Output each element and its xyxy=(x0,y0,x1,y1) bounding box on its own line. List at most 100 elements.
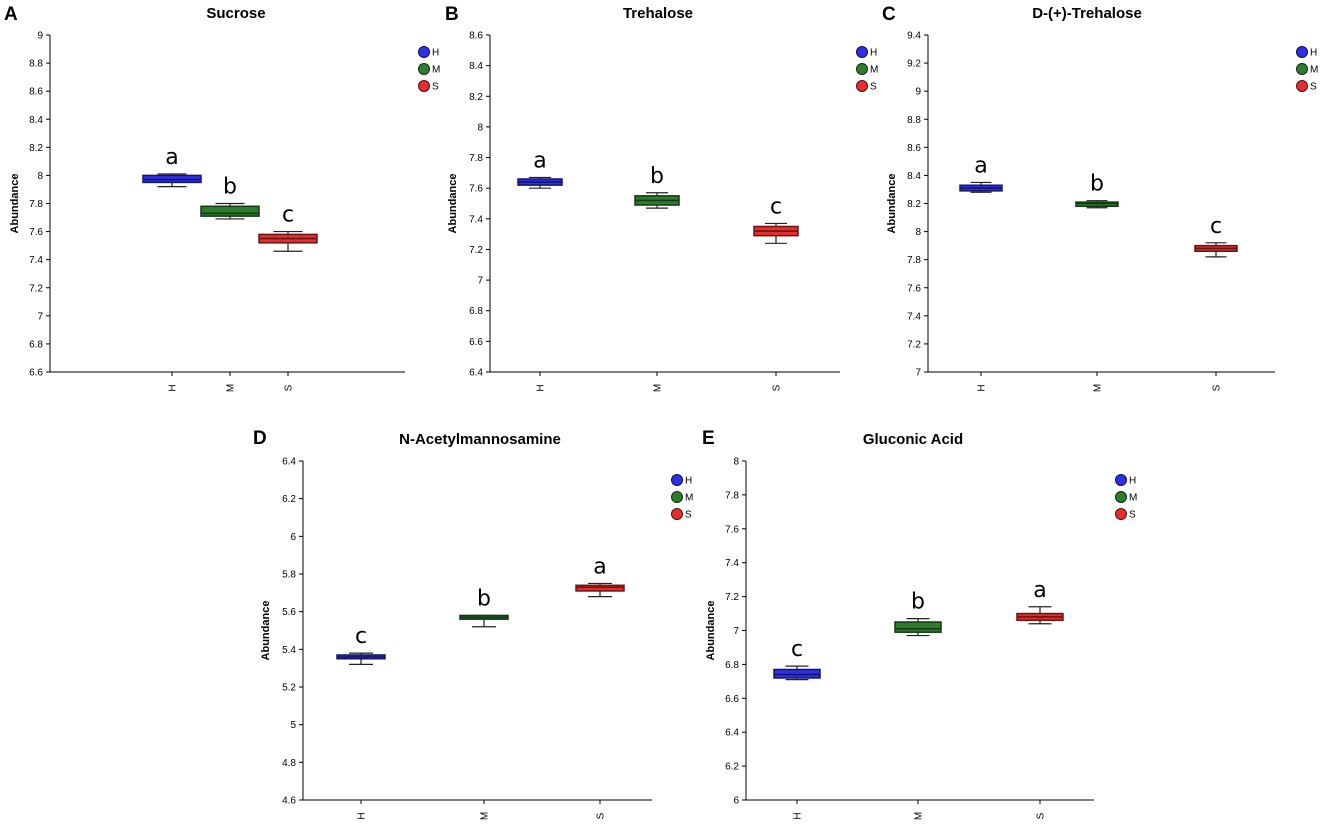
x-tick-label-m: M xyxy=(480,812,491,820)
y-tick-label: 7.6 xyxy=(725,524,739,535)
significance-label: b xyxy=(1090,172,1104,197)
y-tick-label: 7 xyxy=(915,368,921,379)
y-tick-label: 8 xyxy=(915,227,921,238)
box-s xyxy=(1016,606,1064,625)
box-m xyxy=(200,202,260,220)
y-tick-label: 6 xyxy=(290,532,296,543)
panel-d: D N-Acetylmannosamine Abundance 4.6 4.8 5 5.2 5… xyxy=(253,428,693,820)
y-tick-label: 4.6 xyxy=(282,796,296,807)
chart-title: Sucrose xyxy=(206,5,265,22)
y-tick-label: 9.2 xyxy=(907,59,921,70)
y-tick-label: 5.2 xyxy=(282,683,296,694)
y-tick-label: 6.8 xyxy=(29,339,43,350)
box-h xyxy=(773,665,821,681)
panel-letter: A xyxy=(4,4,18,25)
legend-marker-m xyxy=(856,63,868,75)
y-tick-label: 7.2 xyxy=(907,339,921,350)
y-tick-label: 6.8 xyxy=(469,306,483,317)
y-tick-label: 8 xyxy=(477,122,483,133)
y-axis-label: Abundance xyxy=(705,601,717,661)
legend-label-h: H xyxy=(1310,48,1317,59)
significance-label: a xyxy=(593,554,606,579)
x-tick-label-m: M xyxy=(226,384,237,392)
significance-label: c xyxy=(791,637,803,662)
y-tick-label: 6.6 xyxy=(725,694,739,705)
x-tick-label-h: H xyxy=(793,812,804,819)
x-tick-label-s: S xyxy=(772,384,783,391)
legend: HMS xyxy=(418,46,440,93)
y-tick-label: 8 xyxy=(733,457,739,468)
significance-label: a xyxy=(974,153,987,178)
y-tick-label: 5.8 xyxy=(282,570,296,581)
x-tick-label-m: M xyxy=(653,384,664,392)
legend-marker-s xyxy=(1296,80,1308,92)
y-tick-label: 7.6 xyxy=(469,184,483,195)
legend-label-s: S xyxy=(1129,510,1136,521)
y-tick-label: 7 xyxy=(37,311,43,322)
chart-title: D-(+)-Trehalose xyxy=(1032,5,1142,22)
y-tick-label: 6.4 xyxy=(725,728,739,739)
box-m xyxy=(634,192,680,209)
panel-letter: C xyxy=(882,4,896,25)
y-tick-label: 9 xyxy=(915,87,921,98)
y-tick-label: 7.4 xyxy=(469,214,483,225)
x-tick-label-m: M xyxy=(1093,384,1104,392)
significance-label: a xyxy=(533,148,546,173)
legend-marker-h xyxy=(1115,474,1127,486)
y-tick-label: 6.2 xyxy=(725,762,739,773)
panel-c: C D-(+)-Trehalose Abundance 7 7.2 7.4 7.6 7.8 8 8… xyxy=(882,4,1318,392)
y-tick-label: 7.6 xyxy=(29,227,43,238)
legend-marker-m xyxy=(1115,491,1127,503)
y-tick-label: 7.8 xyxy=(907,255,921,266)
significance-label: b xyxy=(223,175,237,200)
legend-label-s: S xyxy=(432,82,439,93)
legend: HMS xyxy=(856,46,878,93)
significance-label: a xyxy=(1033,578,1046,603)
box-s xyxy=(575,582,625,598)
box-s xyxy=(258,230,318,252)
legend: HMS xyxy=(1296,46,1318,93)
chart-title: Trehalose xyxy=(623,5,693,22)
x-tick-label-h: H xyxy=(977,384,988,391)
legend-marker-s xyxy=(418,80,430,92)
y-tick-label: 7.8 xyxy=(469,153,483,164)
y-tick-label: 6.8 xyxy=(725,660,739,671)
panel-e: E Gluconic Acid Abundance 6 6.2 6.4 6.6 6.8 7 7.2… xyxy=(702,428,1137,820)
y-axis-label: Abundance xyxy=(447,174,459,234)
box-s xyxy=(1194,242,1238,258)
box-s xyxy=(753,222,799,244)
y-tick-label: 6.6 xyxy=(29,368,43,379)
chart-title: Gluconic Acid xyxy=(863,431,963,448)
y-tick-label: 7.8 xyxy=(725,490,739,501)
legend-label-m: M xyxy=(1310,65,1318,76)
y-tick-label: 8 xyxy=(37,171,43,182)
x-tick-label-h: H xyxy=(536,384,547,391)
significance-label: b xyxy=(477,586,491,611)
significance-label: c xyxy=(770,194,782,219)
y-axis-label: Abundance xyxy=(260,601,272,661)
y-tick-label: 7 xyxy=(733,626,739,637)
legend-marker-s xyxy=(856,80,868,92)
panel-a: A Sucrose Abundance 6.6 6.8 7 7.2 7.4 7.6 7.8 8 8.2… xyxy=(4,4,440,392)
legend: HMS xyxy=(671,474,693,521)
y-tick-label: 8.6 xyxy=(29,87,43,98)
box-h xyxy=(959,181,1003,193)
legend-label-m: M xyxy=(870,65,878,76)
significance-label: a xyxy=(165,145,178,170)
box-body xyxy=(575,584,625,592)
panel-letter: B xyxy=(445,4,459,25)
x-tick-label-m: M xyxy=(914,812,925,820)
y-tick-label: 6.4 xyxy=(282,457,296,468)
significance-label: b xyxy=(911,590,925,615)
box-h xyxy=(517,176,563,189)
y-tick-label: 5.6 xyxy=(282,607,296,618)
x-tick-label-s: S xyxy=(284,384,295,391)
box-h xyxy=(142,173,202,188)
y-tick-label: 7.6 xyxy=(907,283,921,294)
box-body xyxy=(894,621,942,633)
box-h xyxy=(336,652,386,666)
y-tick-label: 8.2 xyxy=(907,199,921,210)
y-tick-label: 8.4 xyxy=(469,61,483,72)
x-tick-label-s: S xyxy=(596,812,607,819)
